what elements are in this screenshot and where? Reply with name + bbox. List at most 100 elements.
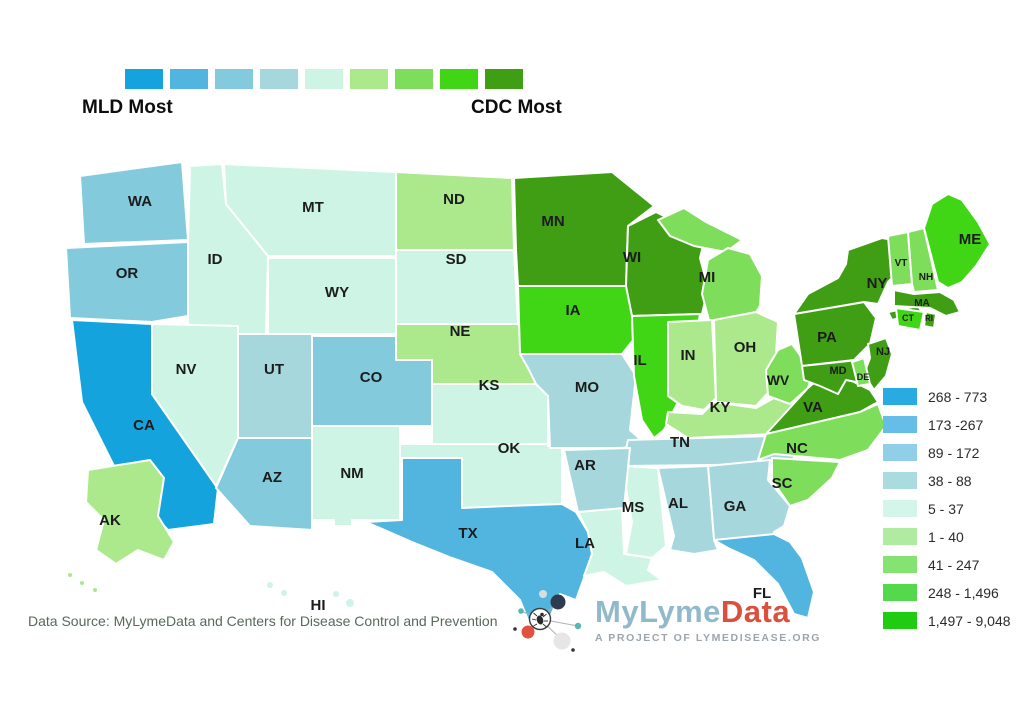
hawaii-island [346,599,354,607]
state-label-TX: TX [458,525,477,542]
state-label-MO: MO [575,379,599,396]
state-label-OR: OR [116,265,139,282]
scale-swatch-7 [395,69,433,89]
state-label-IL: IL [633,352,646,369]
mld-most-label: MLD Most [82,97,173,118]
state-label-KY: KY [710,399,731,416]
legend-item: 5 - 37 [883,500,1011,517]
logo-dot-teal-2 [574,622,582,630]
state-label-UT: UT [264,361,284,378]
state-label-IA: IA [566,302,581,319]
state-NJ [863,337,893,391]
logo-dot-navy [550,594,566,610]
state-LA [577,507,663,587]
state-CT [895,307,925,331]
alaska-islet [80,581,84,585]
state-AK [85,459,175,565]
scale-swatch-2 [170,69,208,89]
state-label-VT: VT [895,258,908,269]
state-label-ND: ND [443,191,465,208]
state-label-MN: MN [541,213,564,230]
state-MT [223,163,397,257]
legend-item: 248 - 1,496 [883,584,1011,601]
state-UT [237,333,313,439]
alaska-islet [68,573,72,577]
scale-swatch-9 [485,69,523,89]
state-label-AR: AR [574,457,596,474]
state-AR [563,447,631,513]
logo-dot-red [521,625,535,639]
state-label-AL: AL [668,495,688,512]
state-label-OH: OH [734,339,757,356]
state-AL [657,465,719,555]
state-NH [907,227,939,293]
state-label-AZ: AZ [262,469,282,486]
legend-swatch-2 [883,416,917,433]
legend-item: 1,497 - 9,048 [883,612,1011,629]
state-label-WI: WI [623,249,641,266]
state-label-NE: NE [450,323,471,340]
state-label-IN: IN [681,347,696,364]
legend-swatch-7 [883,556,917,573]
legend-range-label: 5 - 37 [928,500,964,517]
logo-mylyme-text: MyLyme [595,594,721,629]
legend-range-label: 1 - 40 [928,528,964,545]
hawaii-island [333,591,339,597]
legend-swatch-9 [883,612,917,629]
scale-swatch-3 [215,69,253,89]
scale-swatch-6 [350,69,388,89]
state-label-MS: MS [622,499,645,516]
legend-item: 173 -267 [883,416,1011,433]
state-label-SD: SD [446,251,467,268]
state-FL [713,533,815,619]
scale-swatch-5 [305,69,343,89]
legend-range-label: 1,497 - 9,048 [928,612,1011,629]
state-label-NJ: NJ [876,346,890,358]
legend-range-label: 41 - 247 [928,556,980,573]
logo-wordmark: MyLymeData [595,596,821,627]
state-MI [701,247,763,325]
legend-range-label: 173 -267 [928,416,984,433]
state-label-WY: WY [325,284,349,301]
scale-swatch-1 [125,69,163,89]
state-IA [517,285,645,355]
state-label-OK: OK [498,440,521,457]
state-label-MT: MT [302,199,324,216]
legend-item: 268 - 773 [883,388,1011,405]
state-ME [923,193,991,289]
scale-swatch-8 [440,69,478,89]
state-label-CO: CO [360,369,383,386]
legend-swatch-4 [883,472,917,489]
tick-bug-glyph [531,612,548,628]
legend: 268 - 773 173 -267 89 - 172 38 - 88 5 - 37 1 … [883,388,1011,629]
state-label-FL: FL [753,585,771,602]
legend-swatch-6 [883,528,917,545]
mylymedata-logo: MyLymeData A PROJECT OF LYMEDISEASE.ORG [505,583,821,663]
logo-data-text: Data [720,594,791,629]
legend-swatch-1 [883,388,917,405]
scale-swatch-4 [260,69,298,89]
state-label-AK: AK [99,512,121,529]
state-label-WV: WV [767,372,790,388]
state-DE [851,357,871,387]
state-TX [365,457,593,631]
state-label-MA: MA [914,298,930,309]
legend-item: 38 - 88 [883,472,1011,489]
state-label-TN: TN [670,434,690,451]
state-MA [893,289,961,317]
data-source-text: Data Source: MyLymeData and Centers for … [28,613,498,629]
state-RI [923,311,937,329]
hawaii-island [281,590,287,596]
state-label-LA: LA [575,535,595,552]
legend-range-label: 38 - 88 [928,472,972,489]
legend-item: 89 - 172 [883,444,1011,461]
logo-dot-gray-small [539,590,547,598]
legend-item: 41 - 247 [883,556,1011,573]
state-label-NH: NH [919,272,933,283]
state-label-PA: PA [817,329,837,346]
legend-range-label: 89 - 172 [928,444,980,461]
state-NC [757,403,887,461]
state-label-ME: ME [959,231,982,248]
